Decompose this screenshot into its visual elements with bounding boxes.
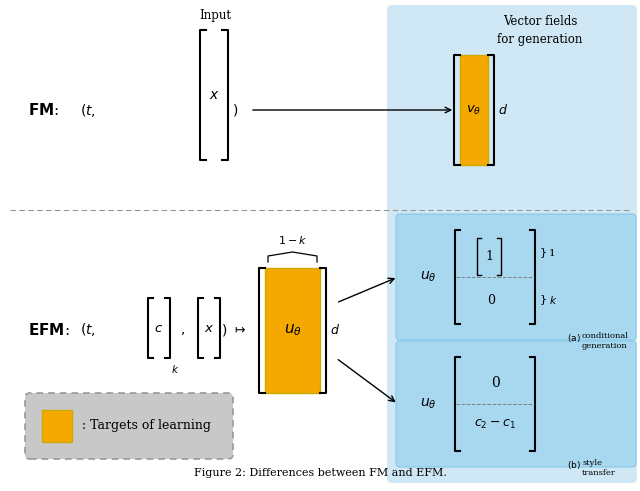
Text: $\mapsto$: $\mapsto$ [232, 324, 246, 336]
Text: $,$: $,$ [180, 323, 185, 337]
Text: $v_\theta$: $v_\theta$ [467, 104, 482, 116]
Text: $c$: $c$ [154, 322, 164, 334]
Text: $)$: $)$ [232, 102, 238, 118]
FancyBboxPatch shape [42, 410, 72, 442]
Text: $\mathrm{(a)}$: $\mathrm{(a)}$ [567, 332, 581, 344]
FancyBboxPatch shape [387, 5, 637, 483]
Text: style
transfer: style transfer [582, 459, 616, 477]
Text: $x$: $x$ [204, 322, 214, 334]
Text: 0: 0 [487, 294, 495, 307]
Text: $\mathbf{FM}$:: $\mathbf{FM}$: [28, 102, 60, 118]
Text: 1: 1 [485, 250, 493, 263]
Text: Figure 2: Differences between FM and EFM.: Figure 2: Differences between FM and EFM… [193, 468, 447, 478]
FancyBboxPatch shape [25, 393, 233, 459]
Text: $\}$: $\}$ [539, 294, 547, 307]
Text: $u_\theta$: $u_\theta$ [420, 397, 436, 411]
Text: $1-k$: $1-k$ [278, 234, 307, 246]
Text: 0: 0 [491, 376, 499, 390]
Text: 1: 1 [549, 249, 556, 258]
FancyBboxPatch shape [460, 55, 488, 165]
FancyBboxPatch shape [396, 214, 636, 340]
Text: $\mathrm{(b)}$: $\mathrm{(b)}$ [567, 459, 581, 471]
Text: $\mathbf{EFM}$:: $\mathbf{EFM}$: [28, 322, 70, 338]
Text: $d$: $d$ [498, 103, 508, 117]
Text: $u_\theta$: $u_\theta$ [420, 270, 436, 284]
Text: $(t,$: $(t,$ [80, 322, 96, 338]
Text: $d$: $d$ [330, 324, 340, 337]
Text: $c_2-c_1$: $c_2-c_1$ [474, 418, 516, 431]
Text: : Targets of learning: : Targets of learning [82, 419, 211, 433]
Text: conditional
generation: conditional generation [582, 332, 629, 350]
Text: $)$: $)$ [221, 322, 227, 338]
FancyBboxPatch shape [396, 341, 636, 467]
Text: Vector fields
for generation: Vector fields for generation [497, 15, 582, 46]
Text: $k$: $k$ [549, 295, 557, 306]
Text: $\}$: $\}$ [539, 246, 547, 260]
Text: $u_\theta$: $u_\theta$ [284, 323, 301, 338]
FancyBboxPatch shape [265, 268, 320, 393]
Text: $k$: $k$ [171, 363, 179, 375]
Text: $x$: $x$ [209, 88, 220, 102]
Text: Input: Input [199, 9, 231, 22]
Text: $(t,$: $(t,$ [80, 102, 96, 118]
